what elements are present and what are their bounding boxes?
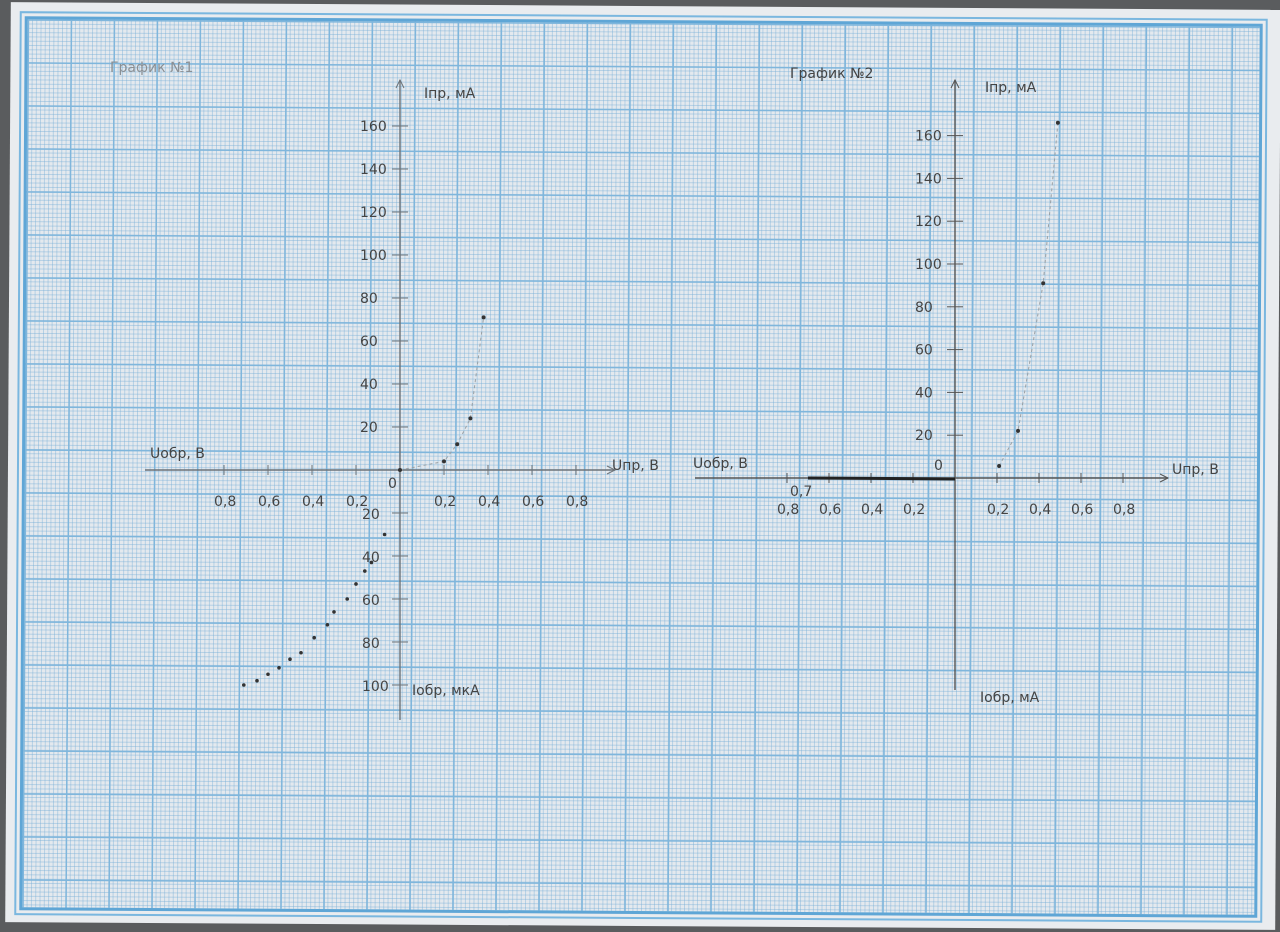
chart2-forward-point (1055, 120, 1060, 125)
chart1-y-tick-label: 100 (360, 248, 387, 264)
chart2-x-tick-label: 0,2 (987, 502, 1009, 518)
chart1-reverse-point (277, 666, 281, 670)
chart1-reverse-point (325, 623, 330, 627)
chart1-x-tick-label: 0,8 (566, 494, 588, 510)
chart2-y-tick-label: 140 (915, 171, 942, 187)
chart2-xlabel-pos: Uпр, В (1172, 462, 1219, 478)
chart2-tick-extra: 0,7 (790, 484, 812, 500)
chart1-x-tick-label: 0,4 (478, 494, 500, 510)
chart1-y-tick-label: 80 (362, 636, 380, 652)
chart2-y-tick-label: 40 (915, 385, 933, 401)
chart1-y-tick-label: 20 (362, 507, 380, 523)
chart2-y-tick-label: 80 (915, 300, 933, 316)
chart2-y-tick-label: 120 (915, 214, 942, 230)
chart1-origin-label: 0 (388, 476, 397, 492)
chart2-forward-curve (998, 122, 1059, 467)
chart2-x-tick-label: 0,8 (1113, 502, 1135, 518)
chart2-y-tick-label: 160 (915, 129, 942, 145)
chart1-reverse-point (345, 597, 350, 601)
chart2-forward-point (1016, 428, 1020, 433)
chart1-title: График №1 (110, 60, 193, 76)
chart1-reverse-point (288, 657, 292, 661)
chart1-reverse-point (312, 635, 317, 640)
chart2-x-tick-label: 0,6 (1071, 502, 1093, 518)
chart1-forward-point (398, 468, 402, 472)
chart1-ylabel-pos: Iпр, мА (424, 86, 476, 102)
chart1-y-arrow (395, 78, 405, 89)
chart1-y-tick-label: 60 (360, 334, 378, 350)
chart2-y-tick-label: 100 (915, 257, 942, 273)
chart1-forward-point (481, 315, 486, 320)
chart1-x-tick-label: 0,6 (258, 494, 280, 510)
chart1-reverse-point (299, 650, 303, 655)
chart2-x-tick-label: 0,6 (819, 502, 841, 518)
chart2-forward-point (1041, 281, 1046, 286)
chart1-ylabel-neg: Iобр, мкА (412, 683, 480, 699)
chart1-x-tick-label: 0,2 (346, 494, 368, 510)
chart1-y-tick-label: 160 (360, 119, 387, 135)
chart2-reverse-line (807, 476, 956, 481)
chart1-xlabel-pos: Uпр, В (612, 458, 659, 474)
chart1-y-tick-label: 140 (360, 162, 387, 178)
chart2-x-tick-label: 0,4 (861, 502, 883, 518)
chart1-xlabel-neg: Uобр, В (150, 446, 205, 462)
chart1-reverse-point (266, 672, 270, 677)
chart1-y-tick-label: 100 (362, 679, 389, 695)
chart2-y-tick-label: 20 (915, 428, 933, 444)
chart2-xlabel-neg: Uобр, В (693, 456, 748, 472)
chart1-x-tick-label: 0,6 (522, 494, 544, 510)
chart2-x-tick-label: 0,8 (777, 502, 799, 518)
chart2-ylabel-pos: Iпр, мА (985, 80, 1037, 96)
chart1-y-tick-label: 80 (360, 291, 378, 307)
chart2-title: График №2 (790, 66, 873, 82)
chart1-y-tick-label: 40 (362, 550, 380, 566)
chart1-reverse-point (382, 532, 387, 537)
chart2-ylabel-neg: Iобр, мА (980, 690, 1040, 706)
chart1-x-tick-label: 0,2 (434, 494, 456, 510)
chart1-x-tick-label: 0,4 (302, 494, 324, 510)
chart1-y-tick-label: 60 (362, 593, 380, 609)
chart1-reverse-point (242, 683, 246, 687)
chart2-forward-point (997, 464, 1002, 469)
chart1-forward-point (468, 416, 473, 421)
chart1-forward-curve (399, 317, 485, 471)
chart2-x-tick-label: 0,2 (903, 502, 925, 518)
chart2-y-arrow (950, 78, 960, 89)
chart1-reverse-point (255, 678, 259, 683)
chart1-y-tick-label: 40 (360, 377, 378, 393)
chart1-x-tick-label: 0,8 (214, 494, 236, 510)
chart1-forward-point (442, 459, 446, 464)
chart2-x-tick-label: 0,4 (1029, 502, 1051, 518)
chart1-y-tick-label: 120 (360, 205, 387, 221)
chart2-origin-label: 0 (934, 458, 943, 474)
chart1-reverse-point (369, 560, 374, 565)
chart1-reverse-point (354, 582, 358, 586)
chart1-y-tick-label: 20 (360, 420, 378, 436)
chart1-forward-point (455, 442, 460, 447)
chart1-x-arrow (606, 465, 617, 475)
chart2-x-arrow (1159, 473, 1170, 483)
chart1-reverse-point (332, 610, 336, 614)
chart2-y-tick-label: 60 (915, 343, 933, 359)
chart1-reverse-point (363, 569, 367, 573)
